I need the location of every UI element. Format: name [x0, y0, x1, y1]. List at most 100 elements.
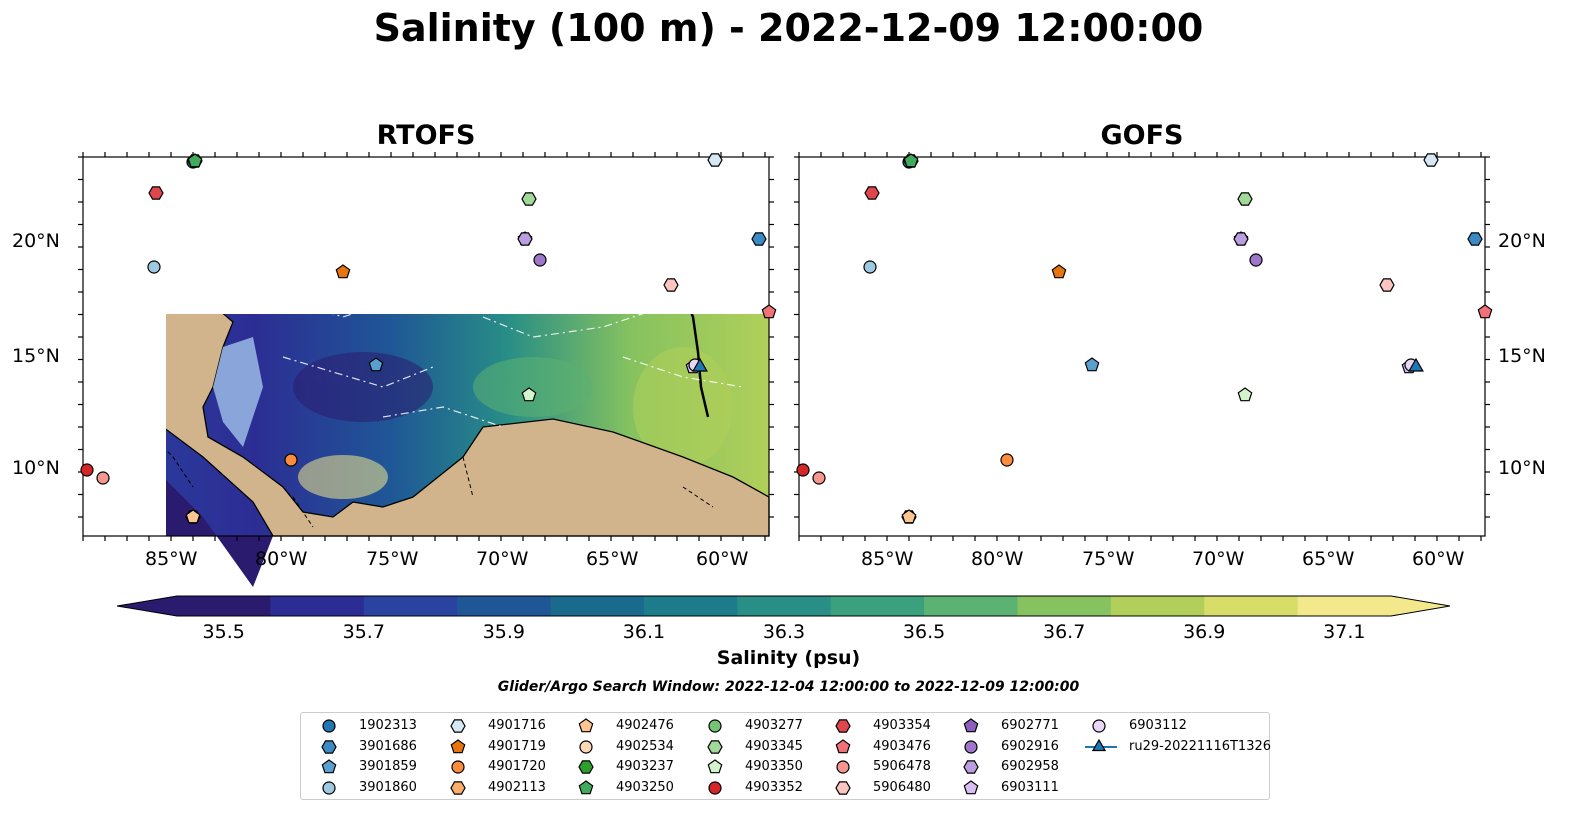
glider-marker	[692, 357, 708, 372]
tick-label: 70°W	[1192, 548, 1245, 570]
tick-label: 75°W	[1082, 548, 1135, 570]
float-marker-4901720	[1000, 453, 1014, 467]
float-marker-4903250	[903, 153, 919, 168]
legend-label: 3901686	[359, 738, 417, 754]
circle-marker-icon	[708, 719, 722, 733]
legend-label: 5906480	[873, 779, 931, 795]
float-marker-4903354	[148, 186, 164, 200]
tick-label: 15°N	[12, 345, 60, 367]
legend-label: 4902534	[616, 738, 674, 754]
pentagon-marker-icon	[707, 759, 723, 774]
colorbar-segment	[457, 596, 552, 616]
colorbar-segment	[737, 596, 832, 616]
legend-symbol	[578, 779, 594, 794]
float-marker-4903352	[796, 463, 810, 477]
legend-label: 6902771	[1001, 718, 1059, 733]
legend-symbol	[964, 739, 978, 754]
legend-symbol	[450, 719, 466, 733]
rtofs-frame	[82, 156, 770, 537]
float-marker-4903352	[80, 463, 94, 477]
legend-symbol	[450, 738, 466, 753]
tick-label: 65°W	[586, 548, 639, 570]
tick-label: 60°W	[696, 548, 749, 570]
float-marker-3901860	[863, 260, 877, 274]
colorbar-segment	[1297, 596, 1392, 616]
legend-symbol	[321, 759, 337, 774]
colorbar-tick: 35.9	[482, 621, 525, 643]
colorbar-segment	[550, 596, 645, 616]
panel-title-rtofs: RTOFS	[376, 120, 476, 151]
legend-label: 4901720	[488, 759, 546, 774]
tick-label: 75°W	[366, 548, 419, 570]
colorbar-segment	[177, 596, 271, 616]
float-marker-4901719	[1051, 264, 1067, 279]
legend-label: 6903111	[1001, 779, 1059, 795]
hexagon-marker-icon	[450, 719, 466, 733]
colorbar-segment	[1110, 596, 1205, 616]
colorbar-tick: 35.7	[342, 621, 385, 643]
hexagon-marker-icon	[835, 719, 851, 733]
colorbar-tick: 37.1	[1323, 621, 1366, 643]
float-marker-4903476	[761, 304, 777, 319]
float-marker-6902958	[1233, 232, 1249, 246]
legend-symbol	[322, 719, 336, 733]
legend: 1902313 3901686 3901859 3901860 4901716 49017…	[300, 712, 1272, 800]
legend-symbol	[708, 780, 722, 795]
legend-label: 4903354	[873, 718, 931, 733]
float-marker-4901719	[335, 264, 351, 279]
hexagon-marker-icon	[578, 760, 594, 774]
float-marker-4901720	[284, 453, 298, 467]
glider-marker	[1408, 357, 1424, 372]
tick-label: 65°W	[1302, 548, 1355, 570]
legend-symbol	[963, 718, 979, 733]
colorbar	[117, 595, 1451, 617]
colorbar-segment	[643, 596, 738, 616]
float-marker-4903350	[1237, 387, 1253, 402]
colorbar-segment	[1017, 596, 1112, 616]
pentagon-marker-icon	[321, 759, 337, 774]
float-marker-4903350	[521, 387, 537, 402]
legend-symbol	[1091, 738, 1107, 751]
legend-symbol	[451, 760, 465, 774]
circle-marker-icon	[1092, 719, 1106, 733]
triangle-line-marker-icon	[1085, 738, 1117, 751]
legend-label: 4903350	[745, 759, 803, 774]
legend-label: 4903237	[616, 759, 674, 774]
tick-label: 20°N	[1498, 230, 1546, 252]
legend-symbol	[321, 739, 337, 754]
legend-symbol	[963, 760, 979, 774]
float-marker-6902916	[533, 253, 547, 267]
legend-symbol	[578, 718, 594, 733]
float-marker-4903476	[1477, 304, 1493, 319]
legend-label: 6903112	[1129, 718, 1187, 733]
float-marker-4903250	[187, 153, 203, 168]
legend-label: 4903345	[745, 738, 803, 754]
legend-symbol	[963, 779, 979, 794]
legend-symbol	[1092, 719, 1106, 733]
pentagon-marker-icon	[450, 738, 466, 753]
legend-symbol	[708, 719, 722, 733]
float-marker-4903345	[521, 192, 537, 206]
legend-label: 4902113	[488, 779, 546, 795]
hexagon-marker-icon	[321, 739, 337, 754]
float-marker-6902958	[517, 232, 533, 246]
legend-label: 4903277	[745, 718, 803, 733]
float-marker-4901716	[707, 153, 723, 167]
pentagon-marker-icon	[963, 779, 979, 794]
colorbar-tick: 36.9	[1183, 621, 1226, 643]
hexagon-marker-icon	[450, 780, 466, 795]
gofs-field	[799, 157, 1485, 536]
colorbar-label: Salinity (psu)	[716, 647, 861, 669]
legend-label: 5906478	[873, 759, 931, 774]
colorbar-tick: 36.7	[1042, 621, 1086, 643]
tick-label: 80°W	[255, 548, 308, 570]
legend-label: 3901860	[359, 779, 417, 795]
circle-marker-icon	[322, 719, 336, 733]
float-marker-3901859	[368, 357, 384, 372]
legend-symbol	[835, 738, 851, 753]
legend-symbol	[322, 780, 336, 795]
colorbar-extend-high	[1391, 596, 1450, 616]
legend-label: ru29-20221116T1326	[1129, 738, 1272, 754]
colorbar-outline	[117, 595, 1451, 617]
colorbar-segment	[1204, 596, 1299, 616]
